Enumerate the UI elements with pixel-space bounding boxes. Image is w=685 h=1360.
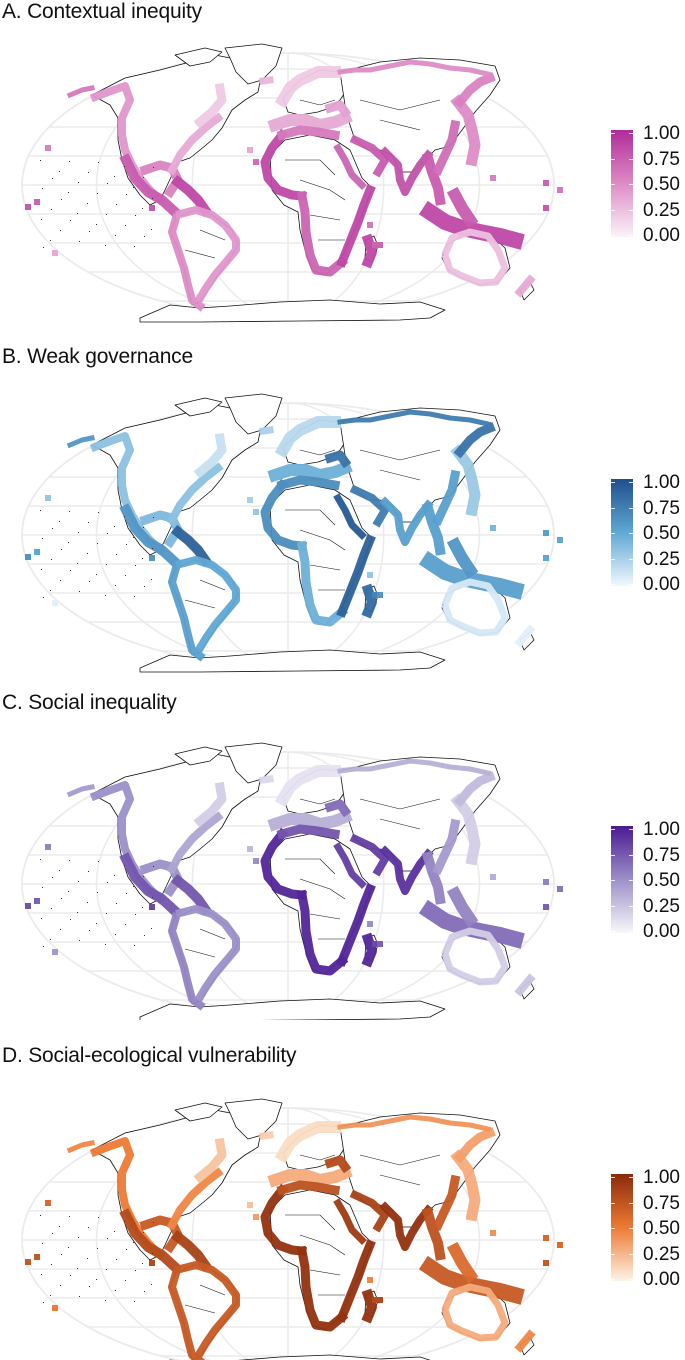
panel-c: C. Social inequality 1.00 0.75 0.50 0.25 0.0… bbox=[0, 680, 685, 1020]
colorbar-label: 1.00 bbox=[643, 819, 680, 840]
panel-d: D. Social-ecological vulnerability 1.00 0… bbox=[0, 1020, 685, 1360]
colorbar-label: 0.50 bbox=[643, 523, 680, 544]
colorbar bbox=[611, 1174, 633, 1281]
colorbar-tick bbox=[611, 1253, 633, 1255]
colorbar-label: 0.75 bbox=[643, 148, 680, 170]
colorbar-tick bbox=[611, 1202, 633, 1204]
colorbar-tick bbox=[611, 880, 633, 881]
colorbar-tick bbox=[611, 158, 633, 160]
colorbar-legend: 1.00 0.75 0.50 0.25 0.00 bbox=[611, 1168, 685, 1289]
colorbar-tick bbox=[611, 1228, 633, 1229]
colorbar-label: 1.00 bbox=[643, 1167, 680, 1188]
colorbar-label: 0.50 bbox=[643, 174, 680, 195]
colorbar-label: 0.75 bbox=[643, 497, 680, 519]
coastal-data-layer bbox=[25, 758, 563, 1011]
colorbar-tick bbox=[611, 482, 633, 483]
colorbar-legend: 1.00 0.75 0.50 0.25 0.00 bbox=[611, 124, 685, 245]
colorbar-label: 0.50 bbox=[643, 870, 680, 891]
coastal-data-layer bbox=[25, 409, 563, 662]
colorbar-tick bbox=[611, 829, 633, 830]
colorbar bbox=[611, 826, 633, 933]
colorbar-label: 0.25 bbox=[643, 1243, 680, 1265]
colorbar-tick bbox=[611, 854, 633, 856]
world-map bbox=[21, 742, 563, 1020]
world-map bbox=[21, 393, 563, 673]
panel-title: A. Contextual inequity bbox=[2, 0, 202, 23]
colorbar-tick bbox=[611, 1177, 633, 1178]
colorbar-label: 0.25 bbox=[643, 548, 680, 570]
colorbar bbox=[611, 479, 633, 586]
colorbar-tick bbox=[611, 184, 633, 185]
colorbar-tick bbox=[611, 558, 633, 560]
colorbar-tick bbox=[611, 584, 633, 585]
colorbar-label: 0.50 bbox=[643, 1218, 680, 1239]
colorbar-label: 0.00 bbox=[643, 574, 680, 595]
colorbar-label: 0.00 bbox=[643, 1269, 680, 1290]
colorbar-tick bbox=[611, 905, 633, 907]
colorbar-tick bbox=[611, 235, 633, 236]
colorbar-tick bbox=[611, 1279, 633, 1280]
colorbar-label: 0.25 bbox=[643, 199, 680, 221]
panel-a: A. Contextual inequity 1.00 0.75 0.50 0.25 0… bbox=[0, 0, 685, 340]
colorbar-label: 1.00 bbox=[643, 123, 680, 144]
colorbar-tick bbox=[611, 931, 633, 932]
colorbar-label: 1.00 bbox=[643, 472, 680, 493]
colorbar-tick bbox=[611, 507, 633, 509]
panel-b: B. Weak governance 1.00 0.75 0.50 0.25 0.00 bbox=[0, 340, 685, 680]
colorbar-legend: 1.00 0.75 0.50 0.25 0.00 bbox=[611, 473, 685, 594]
panel-title: D. Social-ecological vulnerability bbox=[2, 1044, 297, 1067]
colorbar-label: 0.75 bbox=[643, 1192, 680, 1214]
world-map bbox=[21, 1098, 563, 1360]
colorbar-tick bbox=[611, 209, 633, 211]
coastal-data-layer bbox=[25, 1114, 563, 1360]
colorbar-label: 0.25 bbox=[643, 895, 680, 917]
colorbar bbox=[611, 130, 633, 237]
colorbar-label: 0.00 bbox=[643, 921, 680, 942]
panel-title: B. Weak governance bbox=[2, 345, 193, 368]
colorbar-label: 0.00 bbox=[643, 225, 680, 246]
colorbar-tick bbox=[611, 133, 633, 134]
colorbar-label: 0.75 bbox=[643, 844, 680, 866]
coastal-data-layer bbox=[25, 59, 563, 312]
world-map bbox=[21, 43, 563, 323]
colorbar-legend: 1.00 0.75 0.50 0.25 0.00 bbox=[611, 820, 685, 941]
colorbar-tick bbox=[611, 533, 633, 534]
panel-title: C. Social inequality bbox=[2, 691, 177, 714]
